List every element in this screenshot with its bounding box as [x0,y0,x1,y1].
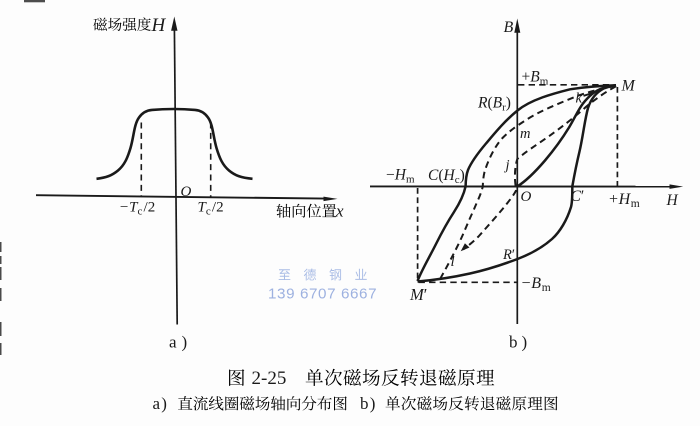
svg-text:x: x [335,202,344,221]
svg-text:−Bm: −Bm [522,275,552,294]
svg-text:k: k [576,91,583,107]
svg-text:2-25: 2-25 [252,368,287,389]
svg-text:b): b) [360,394,377,413]
svg-text:B: B [504,19,514,36]
svg-text:l: l [451,254,455,270]
svg-text:R(Br): R(Br) [477,95,511,114]
svg-text:j: j [504,158,510,174]
svg-text:+Hm: +Hm [609,191,640,210]
svg-text:b): b) [509,333,531,352]
svg-text:H: H [151,15,167,36]
svg-text:−Tc/2: −Tc/2 [119,200,155,218]
svg-text:a): a) [169,333,192,352]
svg-text:+Bm: +Bm [522,69,549,88]
svg-text:Tc/2: Tc/2 [198,200,224,218]
svg-text:R′: R′ [502,247,515,263]
svg-text:C′: C′ [571,188,585,205]
svg-text:O: O [521,189,532,205]
svg-text:H: H [666,192,679,209]
svg-text:139 6707 6667: 139 6707 6667 [268,286,377,303]
svg-text:O: O [181,184,192,200]
svg-text:M′: M′ [409,285,427,304]
svg-text:a): a) [153,394,169,413]
svg-text:C(Hc): C(Hc) [428,167,465,186]
svg-text:m: m [520,126,530,142]
svg-text:M: M [621,78,637,95]
svg-text:−Hm: −Hm [386,167,415,186]
